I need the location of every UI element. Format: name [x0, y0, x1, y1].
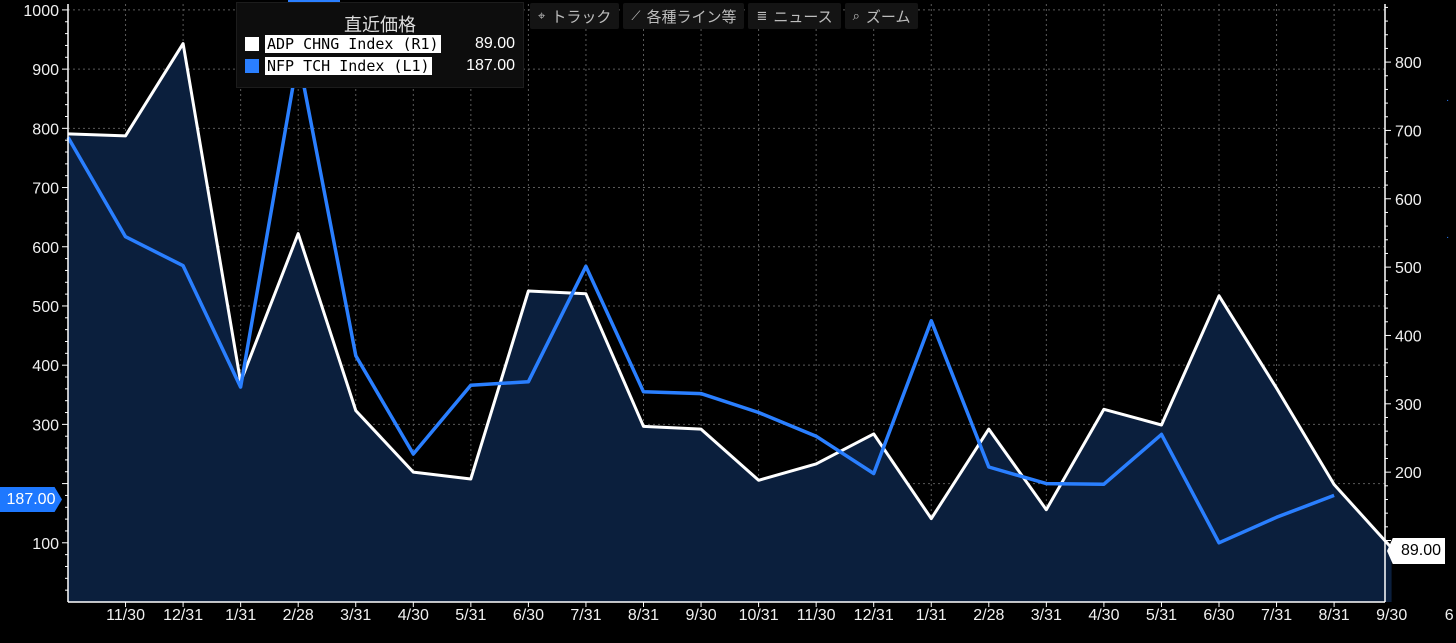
axes	[62, 4, 1391, 607]
tick-labels: 100 300 400 500 600 700 800 900 1000 200 300 400 500…	[23, 3, 1453, 624]
x-axis-tick-label: 6/30	[513, 607, 544, 624]
right-axis-tick-label: 500	[1395, 260, 1422, 277]
x-axis-tick-label: 8/31	[1319, 607, 1350, 624]
x-axis-tick-label: 11/30	[106, 607, 145, 624]
legend-accent-bar	[288, 0, 340, 3]
legend-title: 直近価格	[344, 15, 416, 36]
x-axis-tick-label: 8/31	[628, 607, 659, 624]
chart-toolbar: ⌖ トラック ⟋ 各種ライン等 ≣ ニュース ⌕ ズーム	[530, 3, 919, 29]
x-axis-tick-label: 1/31	[916, 607, 947, 624]
adp-swatch	[245, 37, 259, 51]
right-axis-tick-label: 300	[1395, 397, 1422, 414]
x-axis-tick-label: 9/30	[1376, 607, 1407, 624]
adp-last-value-label: 89.00	[1387, 538, 1445, 564]
legend-item-value: 89.00	[474, 35, 515, 52]
legend-item-name: ADP CHNG Index (R1)	[265, 35, 441, 53]
track-label: トラック	[551, 7, 612, 26]
left-axis-tick-label: 1000	[23, 3, 59, 20]
nfp-last-value-label: 187.00	[0, 487, 62, 512]
legend[interactable]: 直近価格 ADP CHNG Index (R1) 89.00 NFP TCH I…	[236, 2, 524, 88]
legend-item-adp[interactable]: ADP CHNG Index (R1) 89.00	[245, 33, 523, 55]
x-axis-tick-label: 12/31	[854, 607, 894, 624]
right-axis-tick-label: 800	[1395, 55, 1422, 72]
x-axis-tick-label: 2/28	[973, 607, 1004, 624]
news-label: ニュース	[773, 7, 833, 26]
right-axis-tick-label: 700	[1395, 123, 1422, 140]
x-axis-tick-label: 5/31	[455, 607, 486, 624]
crosshair-icon: ⌖	[538, 8, 546, 24]
zoom-label: ズーム	[865, 7, 911, 26]
left-axis-tick-label: 400	[32, 358, 59, 375]
right-edge-marker-icon: ·	[1446, 232, 1450, 243]
x-axis-tick-label: 10/31	[739, 607, 779, 624]
left-axis-tick-label: 100	[32, 536, 59, 553]
x-axis-tick-label: 12/31	[163, 607, 203, 624]
x-axis-tick-label: 3/31	[340, 607, 371, 624]
left-axis-tick-label: 800	[32, 121, 59, 138]
x-axis-tick-label: 6	[1445, 607, 1454, 624]
right-axis-tick-label: 600	[1395, 192, 1422, 209]
lines-button[interactable]: ⟋ 各種ライン等	[623, 3, 745, 29]
legend-item-nfp[interactable]: NFP TCH Index (L1) 187.00	[245, 55, 523, 77]
x-axis-tick-label: 4/30	[398, 607, 429, 624]
track-button[interactable]: ⌖ トラック	[530, 3, 620, 29]
x-axis-tick-label: 2/28	[283, 607, 314, 624]
adp-area-fill	[68, 43, 1392, 603]
lines-label: 各種ライン等	[646, 7, 737, 26]
x-axis-tick-label: 4/30	[1088, 607, 1119, 624]
left-axis-tick-label: 300	[32, 417, 59, 434]
left-axis-tick-label: 700	[32, 181, 59, 198]
right-axis-tick-label: 200	[1395, 465, 1422, 482]
magnifier-icon: ⌕	[852, 8, 860, 24]
x-axis-tick-label: 6/30	[1203, 607, 1234, 624]
x-axis-tick-label: 3/31	[1031, 607, 1062, 624]
right-edge-marker-icon: ·	[1446, 95, 1450, 106]
legend-item-name: NFP TCH Index (L1)	[265, 57, 432, 75]
x-axis-tick-label: 7/31	[570, 607, 601, 624]
adp-series-line	[67, 42, 1393, 550]
nfp-swatch	[245, 59, 259, 73]
right-axis-tick-label: 400	[1395, 328, 1422, 345]
legend-item-value: 187.00	[466, 57, 515, 74]
news-button[interactable]: ≣ ニュース	[748, 3, 841, 29]
nfp-series-line	[66, 54, 1335, 545]
line-draw-icon: ⟋	[631, 8, 641, 24]
x-axis-tick-label: 11/30	[797, 607, 836, 624]
left-axis-tick-label: 500	[32, 299, 59, 316]
x-axis-tick-label: 5/31	[1146, 607, 1177, 624]
news-icon: ≣	[756, 8, 768, 24]
x-axis-tick-label: 7/31	[1261, 607, 1292, 624]
x-axis-tick-label: 1/31	[225, 607, 256, 624]
zoom-button[interactable]: ⌕ ズーム	[844, 3, 919, 29]
x-axis-tick-label: 9/30	[685, 607, 716, 624]
left-axis-tick-label: 600	[32, 240, 59, 257]
left-axis-tick-label: 900	[32, 62, 59, 79]
